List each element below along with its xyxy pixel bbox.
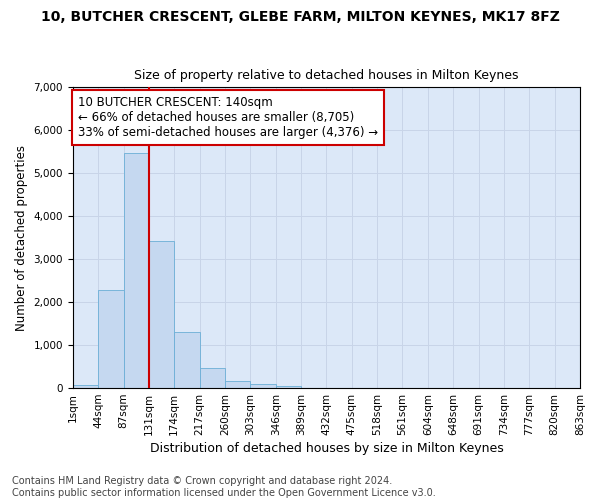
Bar — [275, 386, 301, 388]
Bar — [200, 368, 225, 388]
Bar — [124, 152, 149, 388]
Bar — [149, 240, 174, 388]
X-axis label: Distribution of detached houses by size in Milton Keynes: Distribution of detached houses by size … — [149, 442, 503, 455]
Bar — [98, 290, 124, 388]
Title: Size of property relative to detached houses in Milton Keynes: Size of property relative to detached ho… — [134, 69, 518, 82]
Y-axis label: Number of detached properties: Number of detached properties — [15, 144, 28, 330]
Bar — [174, 332, 200, 388]
Text: 10, BUTCHER CRESCENT, GLEBE FARM, MILTON KEYNES, MK17 8FZ: 10, BUTCHER CRESCENT, GLEBE FARM, MILTON… — [41, 10, 559, 24]
Bar — [250, 384, 275, 388]
Bar — [73, 384, 98, 388]
Bar — [225, 382, 250, 388]
Text: 10 BUTCHER CRESCENT: 140sqm
← 66% of detached houses are smaller (8,705)
33% of : 10 BUTCHER CRESCENT: 140sqm ← 66% of det… — [78, 96, 378, 140]
Text: Contains HM Land Registry data © Crown copyright and database right 2024.
Contai: Contains HM Land Registry data © Crown c… — [12, 476, 436, 498]
